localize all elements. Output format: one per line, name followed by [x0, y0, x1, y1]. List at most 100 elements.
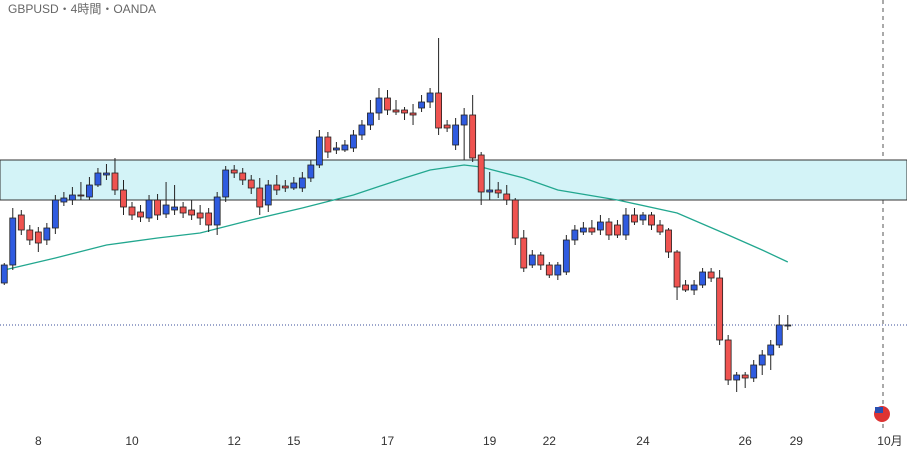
x-tick-label: 12 — [228, 434, 242, 448]
candle-body — [741, 374, 749, 379]
candle-body — [341, 144, 349, 151]
candle-body — [205, 212, 213, 226]
candle-body — [0, 264, 8, 284]
candle-body — [315, 136, 323, 166]
candle-body — [230, 169, 238, 174]
candle-body — [409, 112, 417, 116]
candle-body — [418, 101, 425, 109]
candle-body — [239, 172, 247, 181]
chart-title: GBPUSD・4時間・OANDA — [8, 2, 156, 16]
candle-body — [758, 354, 766, 366]
candle-body — [622, 214, 630, 236]
candle-body — [452, 124, 460, 146]
candle-body — [103, 172, 110, 176]
candle-body — [784, 324, 792, 327]
candle-body — [545, 264, 553, 276]
candle-body — [332, 147, 340, 151]
x-tick-label: 10 — [125, 434, 139, 448]
candle-body — [673, 251, 681, 288]
x-tick-label: 8 — [35, 434, 42, 448]
x-tick-label: 19 — [483, 434, 497, 448]
candle-body — [503, 193, 511, 201]
candle-body — [562, 239, 570, 273]
candle-body — [375, 97, 383, 114]
flag-canton — [875, 407, 883, 413]
candle-body — [579, 227, 587, 233]
x-tick-label: 22 — [543, 434, 557, 448]
candle-body — [724, 339, 732, 381]
candle-body — [716, 277, 724, 341]
candle-body — [588, 227, 596, 233]
candle-body — [273, 184, 281, 191]
candle-body — [196, 212, 204, 219]
candle-body — [9, 217, 17, 266]
candle-body — [648, 214, 655, 226]
candle-body — [699, 271, 707, 286]
candle-body — [665, 229, 672, 253]
candle-body — [137, 211, 144, 218]
candle-body — [775, 324, 783, 346]
candle-body — [213, 196, 221, 226]
candle-body — [307, 164, 315, 179]
x-tick-label: 17 — [381, 434, 395, 448]
candle-body — [94, 172, 102, 186]
candle-body — [486, 189, 494, 193]
candle-body — [358, 124, 366, 136]
candle-body — [528, 254, 536, 266]
x-tick-label: 10月 — [877, 434, 902, 448]
candle-body — [614, 224, 621, 236]
candle-body — [520, 237, 528, 269]
candle-body — [77, 194, 85, 197]
candle-body — [188, 209, 196, 216]
x-tick-label: 24 — [636, 434, 650, 448]
moving-average — [4, 164, 789, 271]
x-tick-label: 15 — [287, 434, 301, 448]
candle-body — [443, 124, 451, 129]
candle-body — [767, 344, 775, 356]
candle-body — [51, 199, 59, 229]
candle-body — [43, 227, 51, 241]
candle-body — [350, 134, 357, 149]
candle-body — [68, 194, 76, 201]
candle-body — [256, 187, 264, 208]
candle-body — [469, 114, 477, 159]
candle-body — [656, 224, 664, 233]
candle-body — [707, 271, 715, 279]
candle-body — [120, 189, 127, 208]
candle-body — [639, 214, 647, 221]
candle-body — [26, 229, 34, 241]
candle-body — [17, 214, 25, 231]
candle-body — [426, 92, 434, 103]
candle-body — [222, 169, 230, 198]
candle-body — [128, 206, 136, 216]
candle-body — [145, 199, 153, 219]
candle-body — [733, 374, 741, 381]
candle-body — [435, 92, 442, 129]
candle-body — [281, 185, 289, 189]
candle-body — [384, 97, 391, 111]
candle-body — [264, 184, 272, 206]
candle-body — [554, 264, 562, 276]
candle-body — [682, 284, 689, 291]
candle-body — [367, 112, 374, 126]
candle-body — [247, 179, 255, 189]
candle-body — [111, 172, 119, 191]
candle-body — [494, 189, 502, 194]
candle-body — [60, 197, 68, 203]
candle-body — [477, 154, 485, 193]
candle-body — [171, 206, 178, 211]
candle-body — [298, 177, 306, 189]
candle-body — [597, 221, 604, 231]
candle-body — [34, 231, 42, 244]
candle-body — [631, 214, 638, 223]
plot-area — [0, 38, 907, 392]
candle-body — [750, 364, 758, 379]
x-tick-label: 29 — [790, 434, 804, 448]
candle-body — [324, 136, 332, 153]
candle-body — [460, 114, 468, 126]
candle-body — [571, 229, 579, 241]
x-tick-label: 26 — [739, 434, 753, 448]
candle-body — [290, 182, 298, 189]
